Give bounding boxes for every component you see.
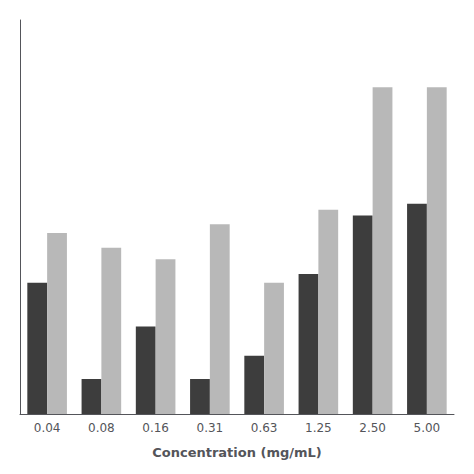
svg-text:0.08: 0.08: [88, 421, 115, 435]
svg-text:0.16: 0.16: [142, 421, 169, 435]
svg-text:1.25: 1.25: [305, 421, 332, 435]
svg-text:0.31: 0.31: [197, 421, 224, 435]
svg-text:5.00: 5.00: [414, 421, 441, 435]
svg-text:Concentration (mg/mL): Concentration (mg/mL): [152, 445, 322, 460]
svg-text:0.04: 0.04: [34, 421, 61, 435]
svg-text:0.63: 0.63: [251, 421, 278, 435]
svg-text:2.50: 2.50: [359, 421, 386, 435]
